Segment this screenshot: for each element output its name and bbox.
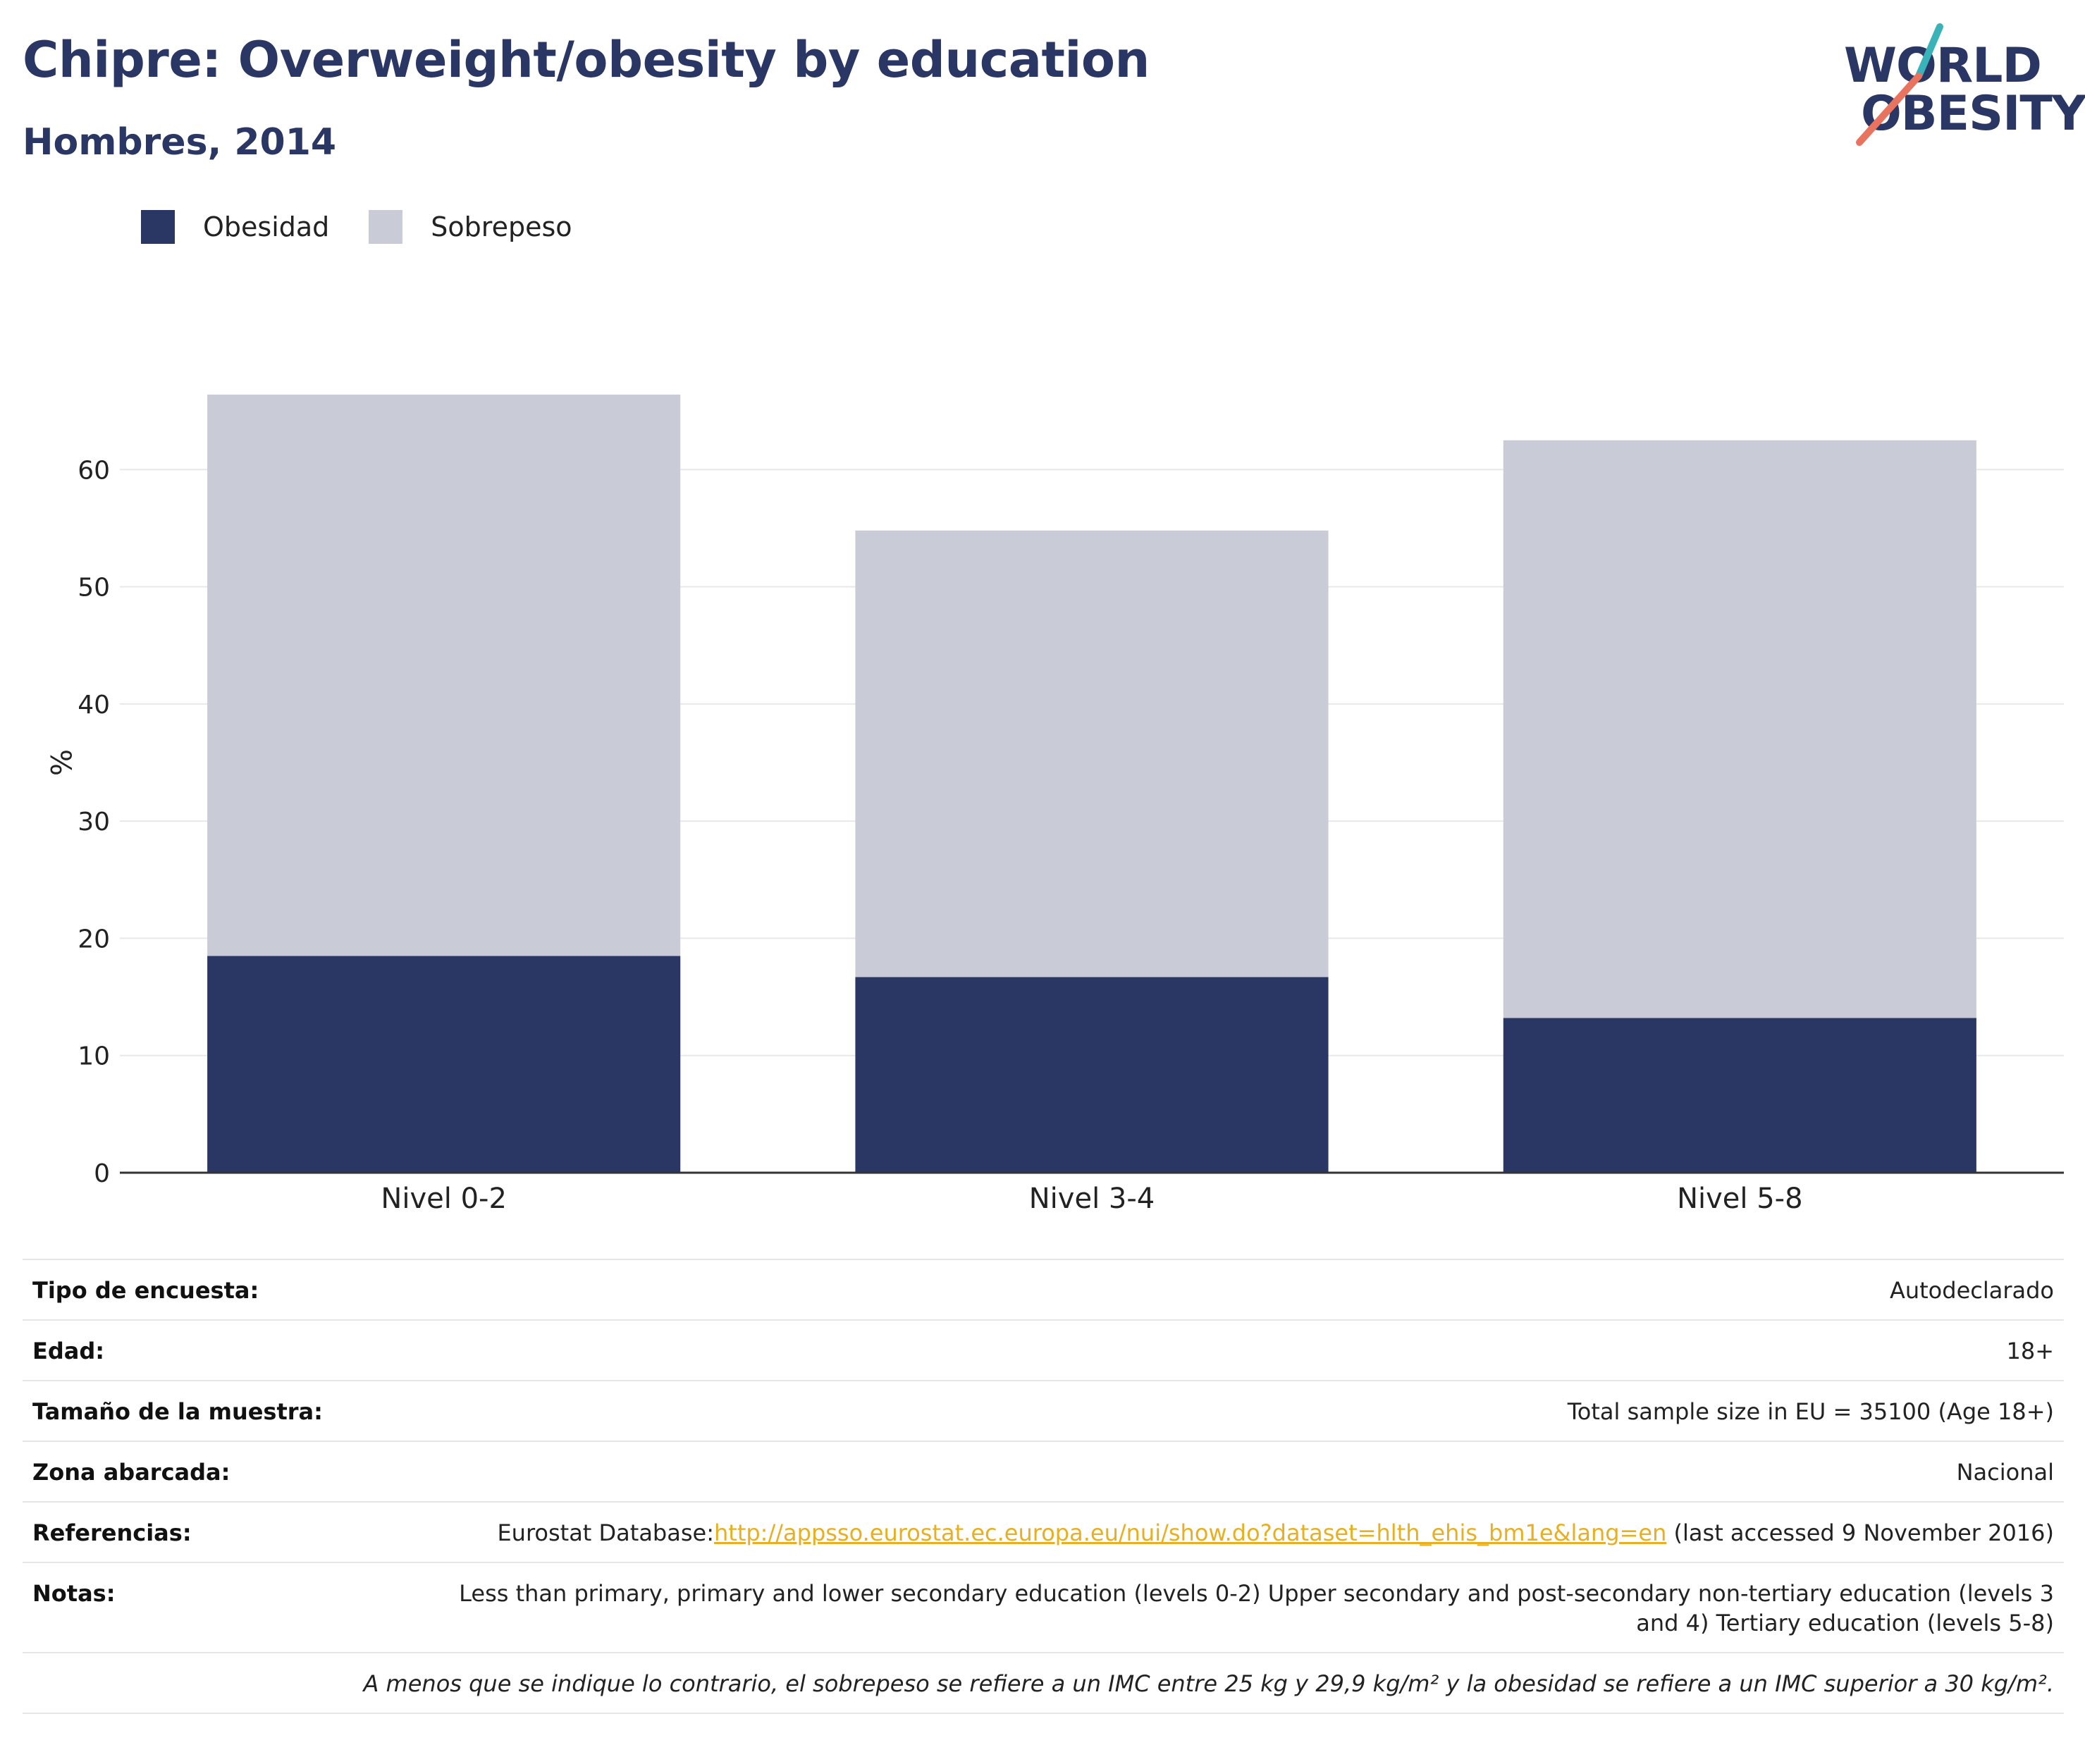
legend-swatch-overweight <box>369 210 403 244</box>
bar-overweight <box>1503 440 1976 1018</box>
info-value: Nacional <box>437 1441 2064 1502</box>
info-row-survey-type: Tipo de encuesta: Autodeclarado <box>23 1259 2064 1320</box>
legend-item-obesity[interactable]: Obesidad <box>141 210 329 244</box>
reference-link[interactable]: http://appsso.eurostat.ec.europa.eu/nui/… <box>713 1519 1667 1546</box>
info-value: Less than primary, primary and lower sec… <box>437 1562 2064 1653</box>
info-label: Edad: <box>23 1319 437 1381</box>
info-row-footnote: A menos que se indique lo contrario, el … <box>23 1652 2064 1714</box>
info-row-age: Edad: 18+ <box>23 1319 2064 1381</box>
y-tick-label: 40 <box>78 691 110 720</box>
x-tick-label: Nivel 5-8 <box>1677 1183 1802 1215</box>
info-row-references: Referencias: Eurostat Database:http://ap… <box>23 1501 2064 1562</box>
x-tick-label: Nivel 0-2 <box>381 1183 506 1215</box>
legend-swatch-obesity <box>141 210 175 244</box>
chart-legend: Obesidad Sobrepeso <box>141 210 612 244</box>
y-tick-label: 20 <box>78 925 110 954</box>
footnote: A menos que se indique lo contrario, el … <box>23 1652 2064 1714</box>
y-tick-label: 50 <box>78 574 110 603</box>
x-tick-label: Nivel 3-4 <box>1029 1183 1155 1215</box>
legend-label-overweight: Sobrepeso <box>431 211 572 242</box>
chart-subtitle: Hombres, 2014 <box>23 121 337 164</box>
bar-obesity <box>1503 1018 1976 1173</box>
reference-suffix: (last accessed 9 November 2016) <box>1666 1519 2054 1546</box>
reference-prefix: Eurostat Database: <box>497 1519 714 1546</box>
chart-title: Chipre: Overweight/obesity by education <box>23 31 1150 89</box>
logo-word-1: WORLD <box>1844 38 2042 94</box>
info-row-area: Zona abarcada: Nacional <box>23 1441 2064 1502</box>
info-value: Autodeclarado <box>437 1259 2064 1320</box>
legend-item-overweight[interactable]: Sobrepeso <box>369 210 572 244</box>
y-tick-label: 10 <box>78 1042 110 1071</box>
bar-obesity <box>207 956 681 1173</box>
legend-label-obesity: Obesidad <box>203 211 330 242</box>
y-axis-label: % <box>44 749 76 776</box>
info-value: 18+ <box>437 1319 2064 1381</box>
metadata-table: Tipo de encuesta: Autodeclarado Edad: 18… <box>23 1259 2064 1714</box>
info-label: Referencias: <box>23 1501 437 1562</box>
info-label: Notas: <box>23 1562 437 1653</box>
y-tick-label: 0 <box>94 1159 110 1188</box>
info-value: Eurostat Database:http://appsso.eurostat… <box>437 1501 2064 1562</box>
bar-obesity <box>855 977 1329 1173</box>
world-obesity-logo: WORLD OBESITY <box>1840 21 2085 148</box>
logo-slash-icon <box>1856 23 1943 146</box>
stacked-bar-chart: 0 10 20 30 40 50 60% Nivel 0-2 Nivel 3-4 Nivel 5-… <box>44 394 2064 1215</box>
info-row-notes: Notas: Less than primary, primary and lo… <box>23 1562 2064 1653</box>
info-label: Tipo de encuesta: <box>23 1259 437 1320</box>
y-tick-label: 60 <box>78 456 110 485</box>
bar-overweight <box>855 530 1329 977</box>
info-label: Tamaño de la muestra: <box>23 1380 437 1441</box>
info-row-sample-size: Tamaño de la muestra: Total sample size … <box>23 1380 2064 1441</box>
info-label: Zona abarcada: <box>23 1441 437 1502</box>
bar-overweight <box>207 394 681 956</box>
info-value: Total sample size in EU = 35100 (Age 18+… <box>437 1380 2064 1441</box>
y-tick-label: 30 <box>78 808 110 837</box>
